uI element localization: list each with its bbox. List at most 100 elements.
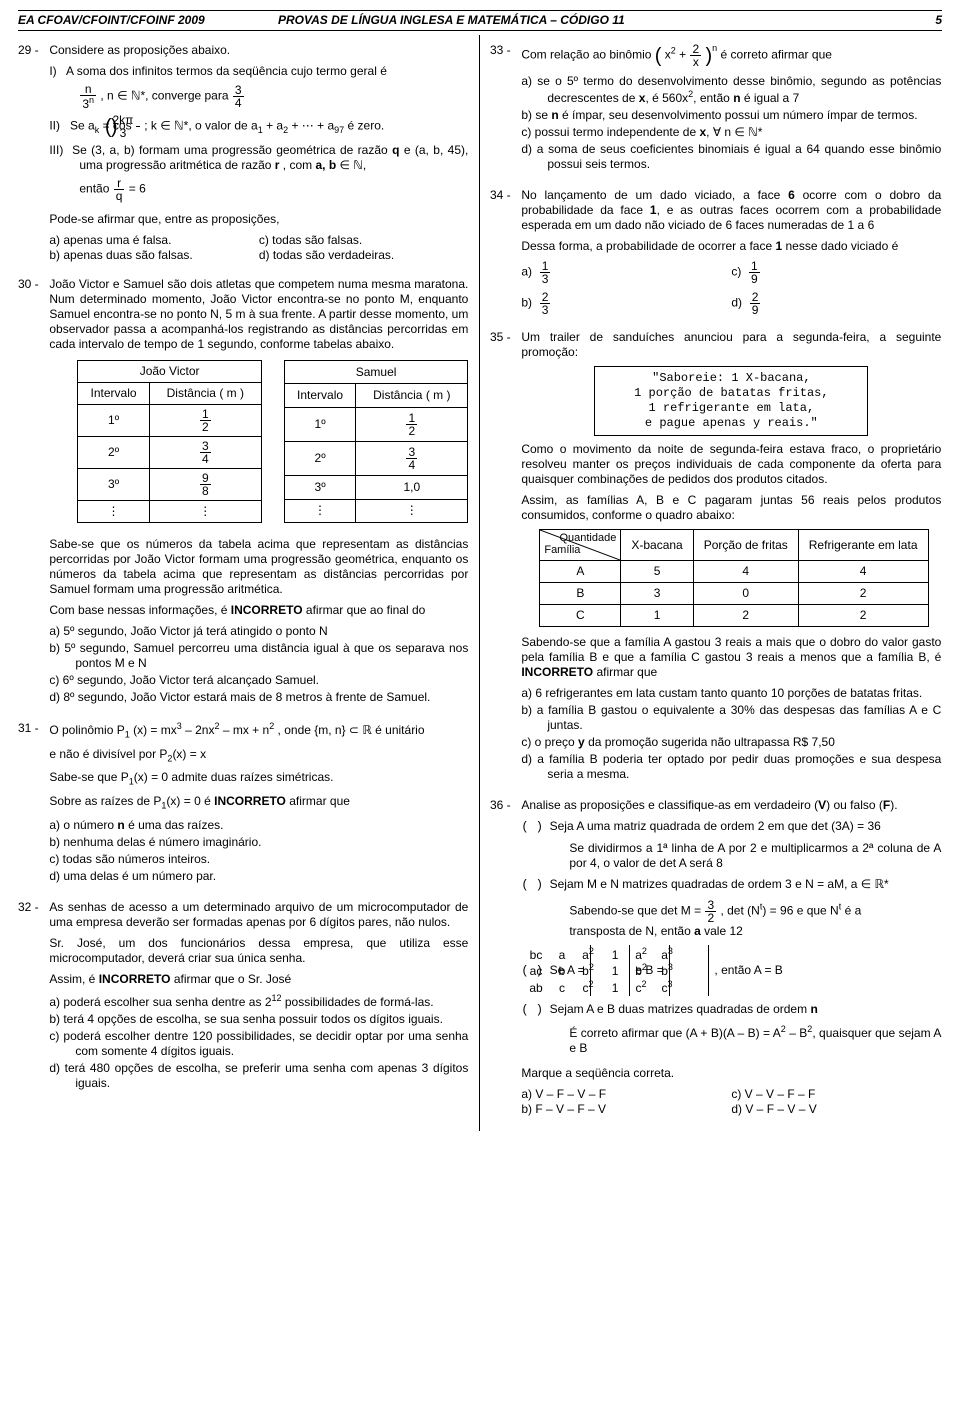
q34-opt-a: a) 13 [521, 260, 731, 285]
q30-opt-b: b) 5º segundo, Samuel percorreu uma dist… [49, 641, 468, 671]
table-cell: 34 [356, 441, 468, 475]
q29-opt-b: b) apenas duas são falsas. [49, 248, 259, 263]
question-36: 36 - Analise as proposições e classifiqu… [490, 798, 942, 1117]
q36-tf-1: ( ) Seja A uma matriz quadrada de ordem … [521, 819, 941, 835]
question-34: 34 - No lançamento de um dado viciado, a… [490, 188, 942, 316]
q36-det-B: 1a2a3 1b2b3 1c2c3 [669, 945, 709, 996]
q31-l2: e não é divisível por P2(x) = x [49, 747, 468, 765]
table-cell: 3 [621, 583, 693, 605]
table-cell: 2º [78, 437, 149, 469]
question-32: 32 - As senhas de acesso a um determinad… [18, 900, 469, 1093]
q32-opt-a: a) poderá escolher sua senha dentre as 2… [49, 993, 468, 1010]
table-cell: 4 [798, 561, 928, 583]
q36-opt-c: c) V – V – F – F [731, 1087, 941, 1102]
q32-p1: As senhas de acesso a um determinado arq… [49, 900, 468, 930]
q29-II-arg: 2kπ 3 [136, 114, 140, 139]
q30-t1-title: João Victor [78, 361, 262, 383]
q31-opt-a: a) o número n é uma das raízes. [49, 818, 468, 833]
q36-number: 36 - [490, 798, 518, 813]
q35-p3: Assim, as famílias A, B e C pagaram junt… [521, 493, 941, 523]
question-30: 30 - João Victor e Samuel são dois atlet… [18, 277, 469, 707]
table-row: A 5 4 4 [540, 561, 928, 583]
q34-p2: Dessa forma, a probabilidade de ocorrer … [521, 239, 941, 254]
q35-family-table: Quantidade Família X-bacana Porção de fr… [539, 529, 928, 627]
q29-item-I: I) A soma dos infinitos termos da seqüên… [49, 64, 468, 79]
q29-I-formula: n 3n , n ∈ ℕ*, converge para 3 4 [49, 83, 468, 110]
right-column: 33 - Com relação ao binômio ( x2 + 2x )n… [480, 35, 942, 1131]
header-page-num: 5 [902, 13, 942, 28]
q36-p1: Analise as proposições e classifique-as … [521, 798, 941, 813]
promo-line: 1 porção de batatas fritas, [601, 386, 861, 401]
q35-opt-d: d) a família B poderia ter optado por pe… [521, 752, 941, 782]
q36-options: a) V – F – V – F c) V – V – F – F b) F –… [521, 1087, 941, 1117]
table-cell: A [540, 561, 621, 583]
q30-th-dist2: Distância ( m ) [356, 384, 468, 407]
q36-opt-b: b) F – V – F – V [521, 1102, 731, 1117]
table-cell: 12 [356, 407, 468, 441]
promo-line: "Saboreie: 1 X-bacana, [601, 371, 861, 386]
table-cell: 12 [149, 405, 261, 437]
q31-l4: Sobre as raízes de P1(x) = 0 é INCORRETO… [49, 794, 468, 812]
vdots-icon: ⋮ [356, 499, 468, 523]
table-cell: 2º [284, 441, 355, 475]
q32-number: 32 - [18, 900, 46, 915]
q30-opt-d: d) 8º segundo, João Victor estará mais d… [49, 690, 468, 705]
table-cell: 1 [621, 605, 693, 627]
q35-p4: Sabendo-se que a família A gastou 3 reai… [521, 635, 941, 680]
q35-promo-box: "Saboreie: 1 X-bacana, 1 porção de batat… [594, 366, 868, 436]
q29-lead: Considere as proposições abaixo. [49, 43, 468, 58]
table-cell: 5 [621, 561, 693, 583]
lparen-icon: ( [655, 51, 662, 61]
table-cell: B [540, 583, 621, 605]
q32-p3: Assim, é INCORRETO afirmar que o Sr. Jos… [49, 972, 468, 987]
q30-p1: João Victor e Samuel são dois atletas qu… [49, 277, 468, 352]
q31-number: 31 - [18, 721, 46, 736]
q31-opt-d: d) uma delas é um número par. [49, 869, 468, 884]
table-cell: 0 [693, 583, 798, 605]
q35-th-r: Refrigerante em lata [798, 530, 928, 561]
table-cell: 3º [284, 476, 355, 499]
q30-tables: João Victor Intervalo Distância ( m ) 1º… [77, 360, 468, 529]
table-cell: 34 [149, 437, 261, 469]
q36-tf-2: ( ) Sejam M e N matrizes quadradas de or… [521, 877, 941, 893]
q35-opt-c: c) o preço y da promoção sugerida não ul… [521, 735, 941, 750]
q32-p2: Sr. José, um dos funcionários dessa empr… [49, 936, 468, 966]
table-cell: 3º [78, 469, 149, 501]
table-cell: 2 [693, 605, 798, 627]
promo-line: e pague apenas y reais." [601, 416, 861, 431]
q29-opt-d: d) todas são verdadeiras. [259, 248, 469, 263]
q32-opt-c: c) poderá escolher dentre 120 possibilid… [49, 1029, 468, 1059]
q29-options: a) apenas uma é falsa. c) todas são fals… [49, 233, 468, 263]
q34-opt-d: d) 29 [731, 291, 941, 316]
q35-p2: Como o movimento da noite de segunda-fei… [521, 442, 941, 487]
left-column: 29 - Considere as proposições abaixo. I)… [18, 35, 480, 1131]
q33-stem: Com relação ao binômio ( x2 + 2x )n é co… [521, 43, 941, 68]
question-31: 31 - O polinômio P1 (x) = mx3 – 2nx2 – m… [18, 721, 469, 886]
q33-opt-a: a) se o 5º termo do desenvolvimento dess… [521, 74, 941, 106]
table-row: C 1 2 2 [540, 605, 928, 627]
q33-opt-b: b) se n é ímpar, seu desenvolvimento pos… [521, 108, 941, 123]
q36-det-A: bcaa2 acbb2 abcc2 [590, 945, 630, 996]
q30-th-int2: Intervalo [284, 384, 355, 407]
q29-II-t1: Se a [70, 119, 95, 133]
paren-blank-icon: ( ) [521, 878, 543, 892]
q35-number: 35 - [490, 330, 518, 345]
q33-opt-c: c) possui termo independente de x, ∀ n ∈… [521, 125, 941, 140]
q34-opt-c: c) 19 [731, 260, 941, 285]
vdots-icon: ⋮ [78, 501, 149, 523]
q29-II-t3: é zero. [348, 119, 385, 133]
table-cell: 98 [149, 469, 261, 501]
q29-number: 29 - [18, 43, 46, 58]
q31-opt-c: c) todas são números inteiros. [49, 852, 468, 867]
q29-item-II: II) Se ak = cos ( 2kπ 3 ) ; k ∈ ℕ*, o va… [49, 114, 468, 139]
q33-number: 33 - [490, 43, 518, 58]
q31-l3: Sabe-se que P1(x) = 0 admite duas raízes… [49, 770, 468, 788]
q30-table-jv: João Victor Intervalo Distância ( m ) 1º… [77, 360, 262, 523]
q36-tf-4: ( ) Sejam A e B duas matrizes quadradas … [521, 1002, 941, 1018]
q29-I-label: I) [49, 64, 56, 78]
paren-blank-icon: ( ) [521, 1003, 543, 1017]
q29-I-text2: , n ∈ ℕ*, converge para [100, 89, 228, 103]
q30-opt-c: c) 6º segundo, João Victor terá alcançad… [49, 673, 468, 688]
q34-p1: No lançamento de um dado viciado, a face… [521, 188, 941, 233]
q34-opt-b: b) 23 [521, 291, 731, 316]
